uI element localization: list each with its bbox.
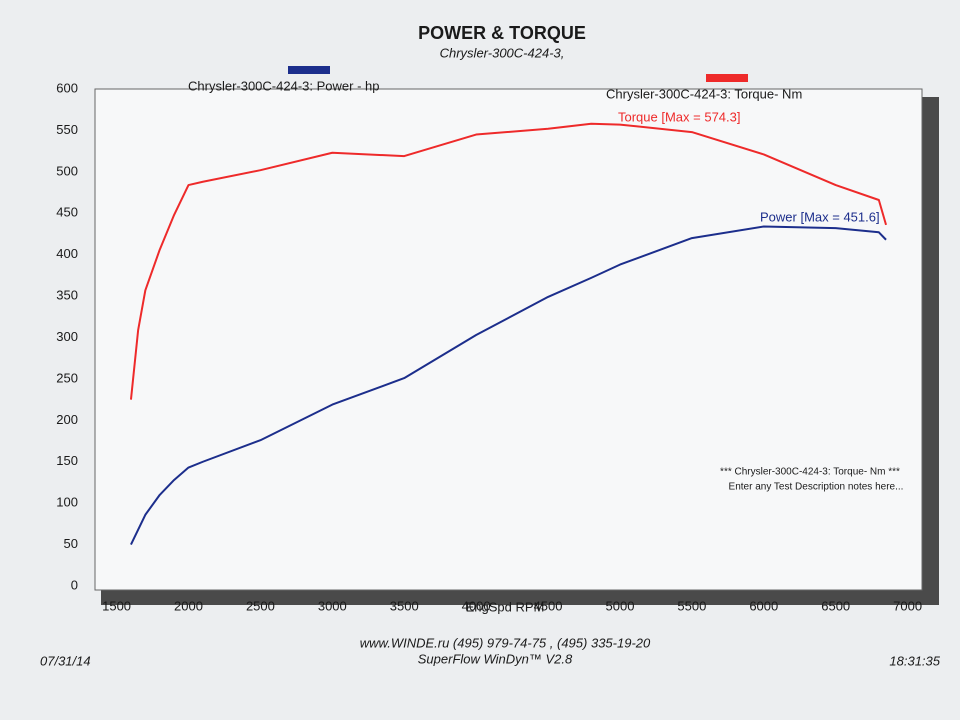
- x-tick-label: 3500: [390, 598, 419, 613]
- y-tick-label: 50: [64, 536, 78, 551]
- legend-swatch: [288, 66, 330, 74]
- y-tick-label: 300: [56, 329, 78, 344]
- y-tick-label: 500: [56, 163, 78, 178]
- plot-area: [94, 88, 923, 591]
- y-tick-label: 0: [71, 577, 78, 592]
- footer-software: SuperFlow WinDyn™ V2.8: [418, 651, 573, 666]
- footer-website: www.WINDE.ru (495) 979-74-75 , (495) 335…: [360, 635, 651, 650]
- x-tick-label: 2500: [246, 598, 275, 613]
- x-tick-label: 2000: [174, 598, 203, 613]
- footer-time: 18:31:35: [889, 653, 940, 668]
- x-tick-label: 5000: [606, 598, 635, 613]
- series-line: [130, 225, 887, 546]
- x-tick-label: 1500: [102, 598, 131, 613]
- series-line: [129, 122, 888, 400]
- annotation: Torque [Max = 574.3]: [618, 109, 741, 124]
- x-tick-label: 4000: [462, 598, 491, 613]
- y-tick-label: 600: [56, 80, 78, 95]
- chart-title: POWER & TORQUE: [418, 23, 586, 43]
- legend-label: Chrysler-300C-424-3: Torque- Nm: [606, 86, 802, 101]
- y-tick-label: 250: [56, 370, 78, 385]
- y-tick-label: 450: [56, 205, 78, 220]
- x-tick-label: 7000: [893, 598, 922, 613]
- x-axis-label: EngSpd RPM: [466, 599, 545, 614]
- annotation: Power [Max = 451.6]: [760, 209, 880, 224]
- x-tick-label: 4500: [534, 598, 563, 613]
- legend-label: Chrysler-300C-424-3: Power - hp: [188, 78, 379, 93]
- y-tick-label: 200: [56, 412, 78, 427]
- y-tick-label: 350: [56, 288, 78, 303]
- chart-subtitle: Chrysler-300C-424-3,: [440, 45, 565, 60]
- y-tick-label: 150: [56, 453, 78, 468]
- y-tick-label: 100: [56, 495, 78, 510]
- legend-swatch: [706, 74, 748, 82]
- y-tick-label: 400: [56, 246, 78, 261]
- annotation: *** Chrysler-300C-424-3: Torque- Nm ***: [720, 467, 900, 478]
- x-tick-label: 6500: [821, 598, 850, 613]
- footer-date: 07/31/14: [40, 653, 91, 668]
- y-tick-label: 550: [56, 122, 78, 137]
- annotation: Enter any Test Description notes here...: [729, 482, 904, 493]
- x-tick-label: 3000: [318, 598, 347, 613]
- x-tick-label: 5500: [677, 598, 706, 613]
- x-tick-label: 6000: [749, 598, 778, 613]
